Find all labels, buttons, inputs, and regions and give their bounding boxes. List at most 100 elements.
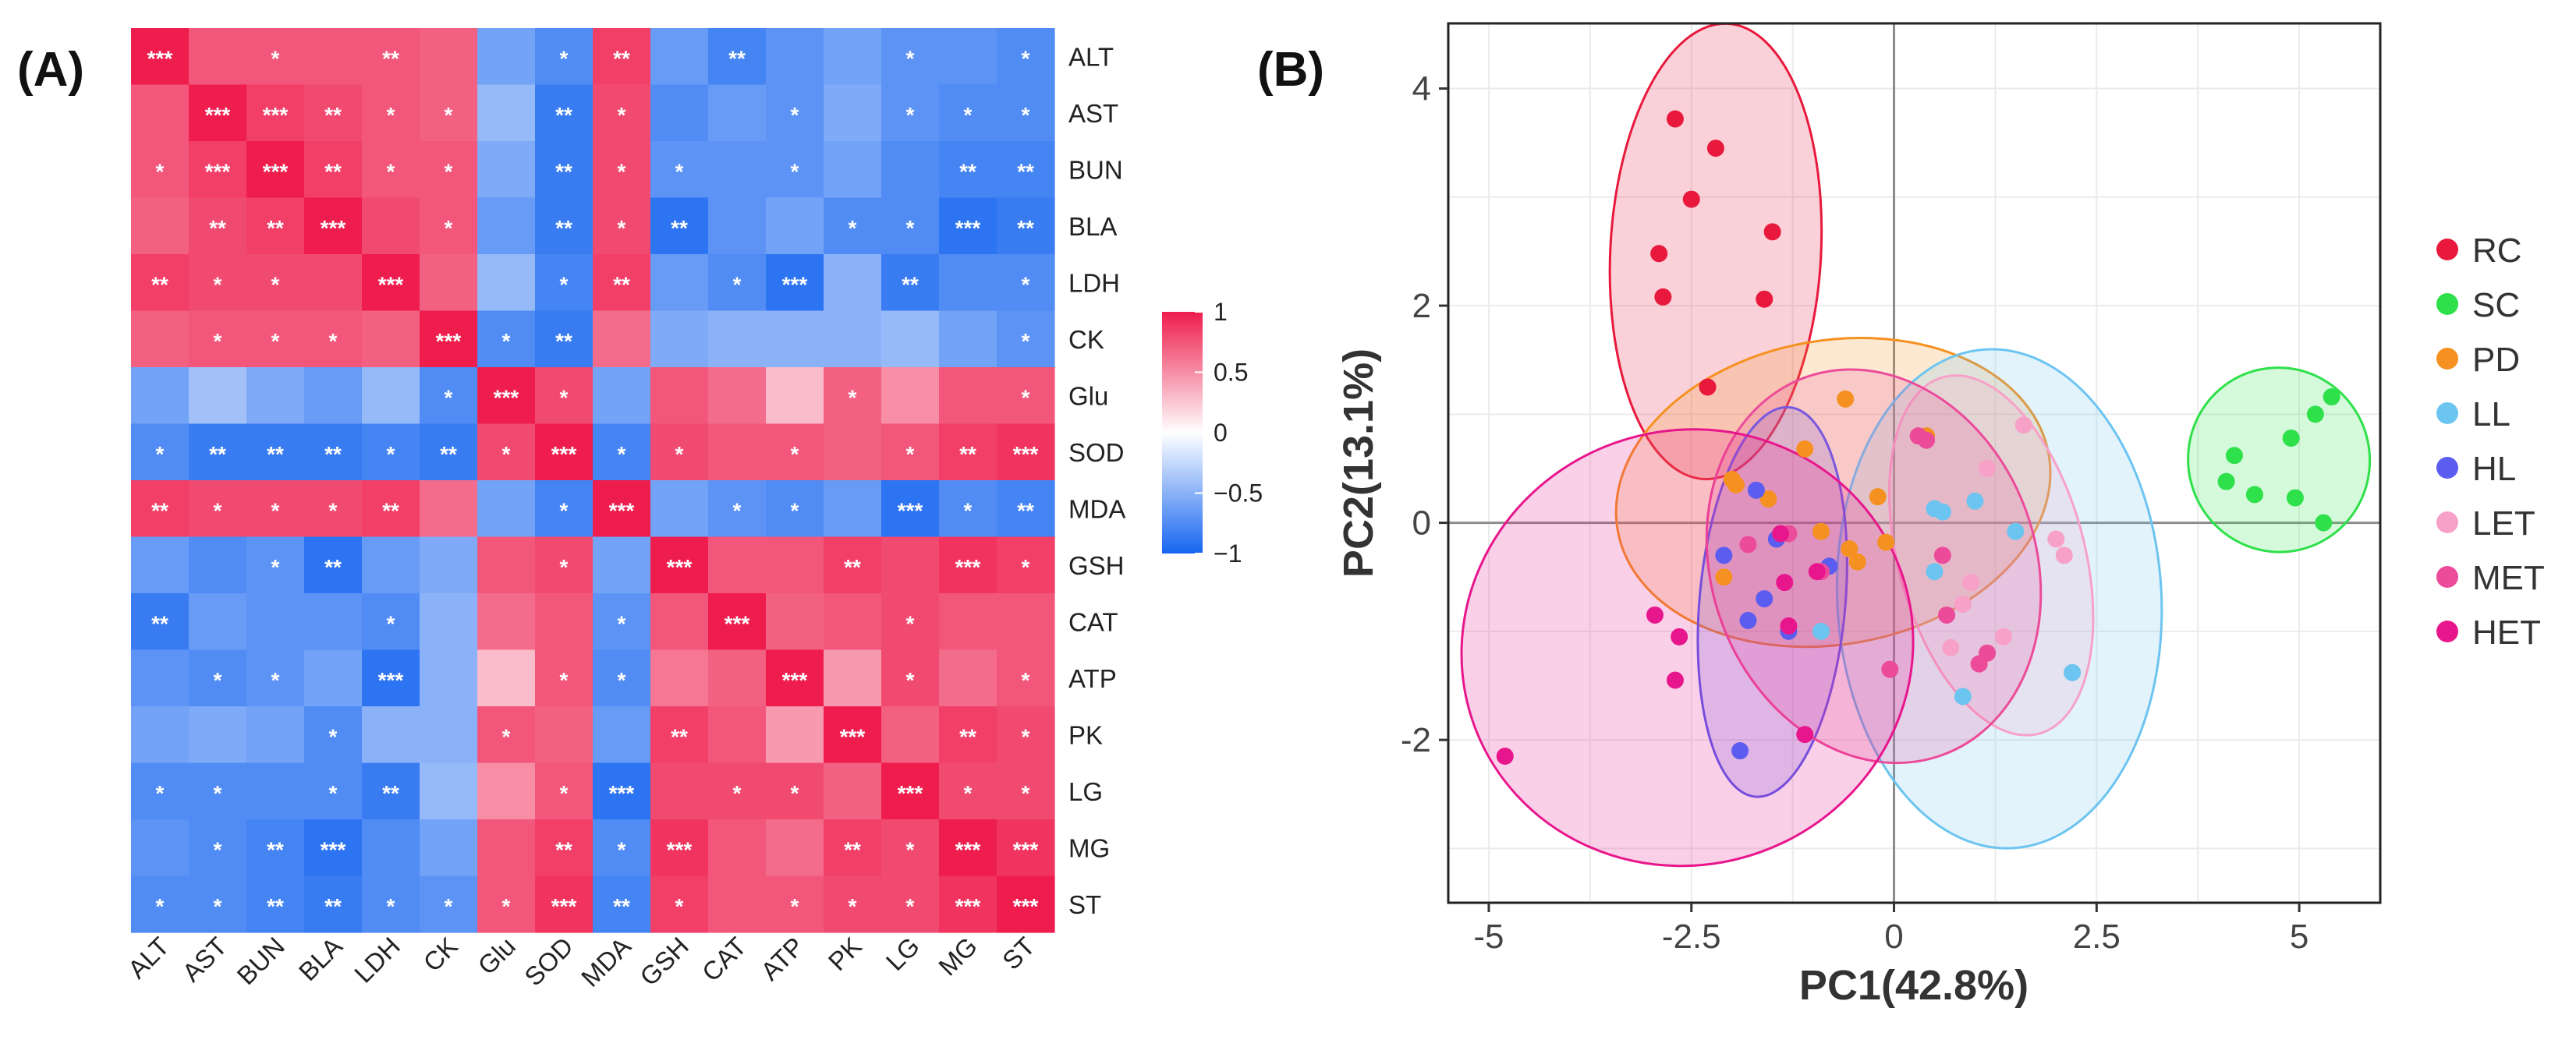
heatmap-cell (997, 84, 1055, 142)
significance-mark: * (906, 103, 915, 127)
heatmap-cell (766, 310, 824, 368)
pca-scatter-plot: -5 -2.5 0 2.5 5 -2 0 2 4 PC1(42.8%) PC2(13.1%) R… (1335, 22, 2545, 1009)
heatmap-cell (881, 875, 940, 933)
pca-ellipse-hl (1696, 405, 1848, 798)
significance-mark: ** (555, 216, 572, 240)
heatmap-cell (939, 819, 997, 877)
heatmap-cell (593, 480, 651, 538)
significance-mark: * (445, 894, 453, 918)
heatmap-cell (477, 875, 536, 933)
significance-mark: *** (898, 498, 923, 522)
pca-point-met (1938, 606, 1956, 624)
colorbar-ticks: 1 0.5 0 −0.5 −1 (1195, 298, 1263, 568)
heatmap-cell (535, 706, 594, 764)
heatmap-cell (420, 875, 478, 933)
significance-mark: * (733, 781, 742, 805)
heatmap-cell (881, 480, 940, 538)
pca-point-ll (1926, 563, 1944, 581)
significance-mark: ** (902, 272, 919, 296)
heatmap-cell (477, 593, 536, 651)
heatmap-cell (708, 84, 767, 142)
colorbar-tick-label: −1 (1214, 539, 1242, 568)
significance-mark: * (1022, 329, 1030, 353)
heatmap-row-label: CAT (1068, 607, 1118, 636)
significance-mark: * (156, 894, 165, 918)
heatmap-cell (997, 480, 1055, 538)
significance-mark: *** (378, 668, 404, 692)
heatmap-cell (131, 875, 190, 933)
significance-mark: * (618, 442, 626, 466)
pca-point-met (1739, 536, 1757, 554)
heatmap-cell (304, 28, 363, 86)
heatmap-cell (420, 480, 478, 538)
heatmap-cell (708, 762, 767, 820)
heatmap-cell (535, 84, 594, 142)
significance-mark: * (502, 894, 511, 918)
panel-a-label: (A) (17, 43, 84, 97)
significance-mark: * (214, 894, 222, 918)
heatmap-cell (189, 480, 247, 538)
significance-mark: ** (324, 555, 342, 579)
heatmap-cell (420, 28, 478, 86)
colorbar-tick-label: −0.5 (1214, 479, 1263, 508)
heatmap-cell (997, 254, 1055, 312)
legend-label-ll: LL (2472, 395, 2510, 433)
heatmap-cell (362, 84, 420, 142)
heatmap-cell (593, 819, 651, 877)
heatmap-cell (824, 367, 882, 425)
heatmap-cell (997, 706, 1055, 764)
heatmap-cell (477, 762, 536, 820)
significance-mark: * (560, 272, 569, 296)
heatmap-cell (939, 254, 997, 312)
heatmap-row-label: ST (1068, 890, 1101, 919)
heatmap-cell (189, 254, 247, 312)
significance-mark: * (387, 611, 395, 635)
heatmap-cell (593, 875, 651, 933)
pca-axis-ticks: -5 -2.5 0 2.5 5 -2 0 2 4 (1401, 70, 2308, 956)
heatmap-cell (939, 367, 997, 425)
heatmap-cell (131, 141, 190, 199)
heatmap-cell (650, 819, 709, 877)
heatmap-cell (246, 649, 305, 707)
significance-mark: *** (263, 159, 289, 183)
significance-mark: * (618, 159, 626, 183)
significance-mark: * (329, 329, 338, 353)
significance-mark: * (849, 894, 857, 918)
heatmap-significance-marks: *** * ** * ** ** * **** *** ** * * ** * * * * ** *** *** ** *… (147, 46, 1039, 918)
pca-point-sc (2315, 514, 2333, 532)
significance-mark: *** (1013, 837, 1039, 861)
significance-mark: *** (609, 781, 635, 805)
heatmap-cell (189, 875, 247, 933)
legend-label-rc: RC (2472, 232, 2522, 270)
heatmap-cell (939, 480, 997, 538)
significance-mark: * (906, 668, 915, 692)
significance-mark: * (445, 159, 453, 183)
heatmap-cell (477, 706, 536, 764)
heatmap-cell (939, 762, 997, 820)
heatmap-cell (650, 310, 709, 368)
correlation-heatmap: *** * ** * ** ** * **** *** ** * * ** * * * * ** *** *** ** *… (122, 28, 1125, 992)
heatmap-cell (997, 423, 1055, 481)
significance-mark: ** (671, 724, 688, 748)
significance-mark: *** (494, 385, 519, 409)
significance-mark: * (1022, 781, 1030, 805)
significance-mark: * (560, 46, 569, 70)
heatmap-row-label: MDA (1068, 494, 1125, 523)
colorbar: 1 0.5 0 −0.5 −1 (1162, 298, 1263, 568)
pca-plot-background (1448, 23, 2380, 903)
heatmap-cell (881, 310, 940, 368)
heatmap-cell (535, 254, 594, 312)
heatmap-cell (766, 536, 824, 594)
heatmap-cell (477, 254, 536, 312)
heatmap-cell (650, 254, 709, 312)
heatmap-row-label: ALT (1068, 42, 1114, 71)
heatmap-cell (708, 28, 767, 86)
legend-marker-let (2436, 511, 2458, 533)
significance-mark: * (214, 272, 222, 296)
significance-mark: * (214, 498, 222, 522)
heatmap-row-label: BLA (1068, 212, 1117, 241)
heatmap-cell (766, 141, 824, 199)
pca-points (1496, 110, 2340, 765)
heatmap-cell (939, 141, 997, 199)
